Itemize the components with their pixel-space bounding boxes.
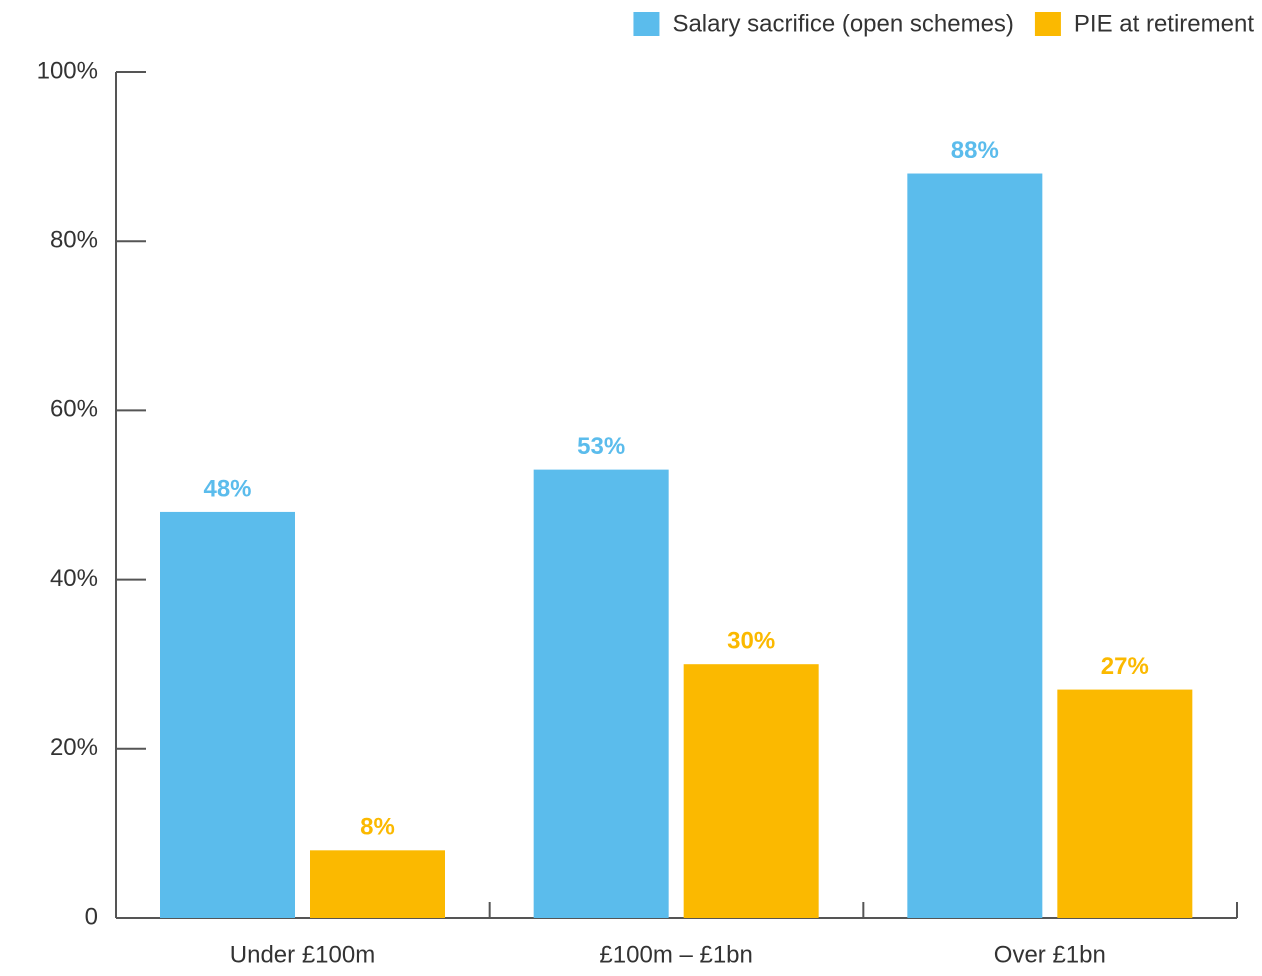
bar bbox=[1057, 689, 1193, 918]
legend-swatch bbox=[1034, 12, 1061, 36]
bar bbox=[533, 469, 669, 918]
y-tick-label: 0 bbox=[85, 903, 98, 930]
y-tick-label: 40% bbox=[50, 565, 98, 592]
legend-swatch bbox=[633, 12, 660, 36]
value-label: 88% bbox=[951, 137, 999, 164]
bar bbox=[683, 664, 819, 918]
bar bbox=[907, 173, 1043, 918]
legend-label: Salary sacrifice (open schemes) bbox=[672, 10, 1013, 37]
x-tick-label: £100m – £1bn bbox=[599, 941, 752, 968]
bar bbox=[160, 511, 295, 918]
y-tick-label: 100% bbox=[37, 57, 98, 84]
value-label: 53% bbox=[577, 433, 625, 460]
value-label: 27% bbox=[1101, 653, 1149, 680]
x-tick-label: Under £100m bbox=[230, 941, 375, 968]
value-label: 30% bbox=[727, 628, 775, 655]
x-tick-label: Over £1bn bbox=[994, 941, 1106, 968]
y-tick-label: 80% bbox=[50, 227, 98, 254]
y-tick-label: 20% bbox=[50, 734, 98, 761]
legend-label: PIE at retirement bbox=[1074, 10, 1254, 37]
value-label: 48% bbox=[203, 475, 251, 502]
y-tick-label: 60% bbox=[50, 396, 98, 423]
value-label: 8% bbox=[360, 814, 395, 841]
bar bbox=[310, 850, 445, 918]
